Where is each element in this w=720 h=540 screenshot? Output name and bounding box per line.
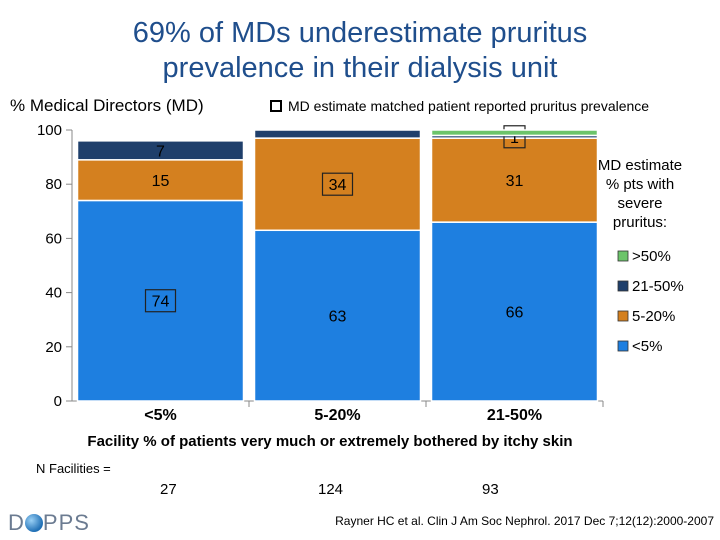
legend-label: >50% [632,248,671,265]
matched-box [144,289,177,313]
severity-legend-title: MD estimate % pts with severe pruritus: [597,157,683,231]
data-label: 7 [156,143,165,160]
logo-text-d: D [8,510,25,535]
matched-box-icon [270,100,282,112]
x-tick-label: <5% [144,407,176,424]
legend-label: <5% [632,338,662,355]
matched-box [503,125,526,149]
data-label: 74 [152,294,170,311]
bar-segment-gt50 [430,129,599,137]
data-label: 66 [506,305,524,322]
legend-swatch-gt50 [617,250,629,262]
y-tick-label: 40 [45,285,62,302]
x-axis-title: Facility % of patients very much or extr… [87,433,573,450]
y-tick-label: 80 [45,176,62,193]
y-tick-label: 20 [45,339,62,356]
bar-segment-21to50 [76,140,245,161]
bar-segment-lt5 [76,199,245,402]
legend-label: 5-20% [632,308,675,325]
data-label: 15 [152,173,170,190]
matched-legend: MD estimate matched patient reported pru… [270,98,649,114]
y-tick-label: 60 [45,230,62,247]
y-tick-label: 100 [37,122,62,139]
matched-legend-text: MD estimate matched patient reported pru… [288,98,650,114]
globe-icon [24,514,43,532]
legend-label: 21-50% [632,278,684,295]
n-facilities-value: 27 [160,481,177,498]
legend-swatch-21to50 [617,280,629,292]
y-tick-label: 0 [54,393,62,410]
bar-segment-lt5 [430,221,599,402]
chart-title: 69% of MDs underestimate pruritus preval… [0,16,720,86]
legend-swatch-lt5 [617,340,629,352]
bar-segment-lt5 [253,229,422,402]
bar-segment-21to50 [253,129,422,139]
data-label: 1 [510,130,519,147]
title-line-2: prevalence in their dialysis unit [162,52,558,84]
bar-segment-5to20 [76,159,245,202]
y-axis-title: % Medical Directors (MD) [10,96,204,115]
logo-text-pps: PPS [42,510,90,535]
dopps-logo: D PPS [8,510,90,536]
x-tick-label: 21-50% [487,407,542,424]
matched-box [321,172,354,196]
data-label: 63 [329,309,347,326]
x-tick-label: 5-20% [314,407,360,424]
legend-swatch-5to20 [617,310,629,322]
data-label: 34 [329,177,347,194]
citation: Rayner HC et al. Clin J Am Soc Nephrol. … [335,514,714,528]
data-label: 31 [506,173,524,190]
title-line-1: 69% of MDs underestimate pruritus [132,17,588,49]
n-facilities-label: N Facilities = [36,461,111,476]
n-facilities-value: 124 [318,481,344,498]
n-facilities-value: 93 [482,481,499,498]
bar-segment-5to20 [430,137,599,223]
bar-segment-5to20 [253,137,422,232]
